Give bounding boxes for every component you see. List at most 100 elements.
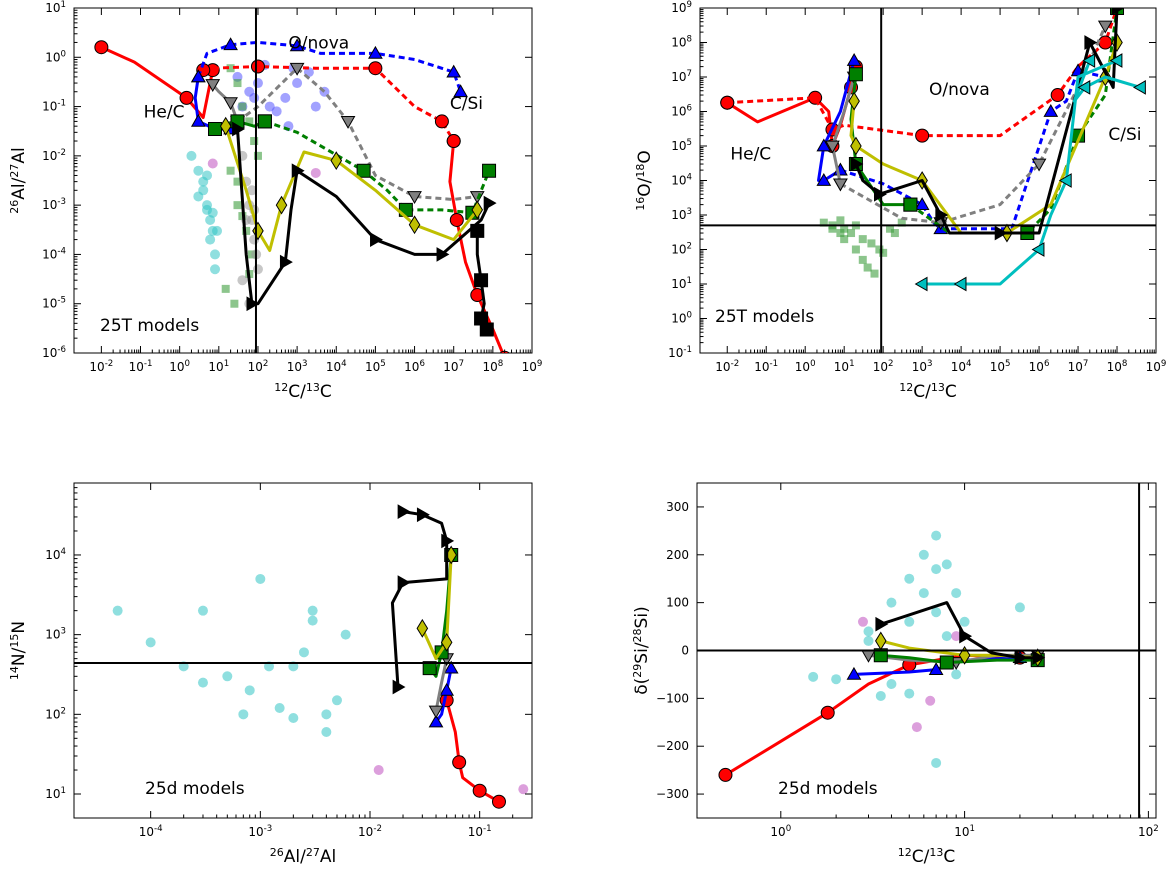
- model-marker: [875, 616, 889, 632]
- model-marker: [356, 163, 371, 178]
- model-marker: [850, 136, 862, 156]
- x-axis-label: 12C/13C: [898, 846, 955, 867]
- model-marker: [416, 618, 429, 638]
- grain-point: [307, 615, 318, 626]
- plot-frame: [699, 7, 1157, 354]
- grain-point: [186, 150, 197, 161]
- model-marker: [718, 767, 733, 782]
- model-marker: [850, 156, 864, 172]
- model-marker: [994, 225, 1008, 241]
- plot-area: [94, 37, 510, 353]
- grain-point: [226, 166, 235, 175]
- grain-point: [886, 679, 897, 689]
- model-marker: [190, 113, 206, 127]
- y-tick-label: 103: [45, 627, 66, 642]
- grain-point: [840, 235, 849, 244]
- y-tick-label: 102: [671, 242, 692, 257]
- x-tick-label: 102: [248, 359, 269, 374]
- x-tick-label: 107: [443, 359, 464, 374]
- y-tick-label: 10-1: [42, 99, 66, 114]
- x-tick-label: 102: [1138, 824, 1159, 839]
- x-tick-label: 101: [834, 359, 855, 374]
- y-tick-label: 10-5: [42, 296, 66, 311]
- grain-point: [280, 92, 291, 103]
- x-tick-label: 101: [208, 359, 229, 374]
- grain-point: [238, 709, 249, 720]
- model-line-red: [727, 8, 1119, 138]
- model-marker: [720, 95, 735, 110]
- model-marker: [257, 114, 272, 129]
- grain-point: [310, 101, 321, 112]
- grain-point: [857, 616, 868, 627]
- model-line-blue: [839, 69, 1106, 231]
- x-tick-label: 10-4: [139, 824, 163, 839]
- chart-panel-b: 10-2 10-1 100 101 102 103 104 105 106 107 108 109 10…: [634, 0, 1166, 402]
- model-marker: [914, 276, 928, 292]
- model-marker: [472, 783, 487, 798]
- model-marker: [370, 232, 383, 247]
- model-marker: [470, 223, 485, 238]
- model-marker: [279, 254, 293, 270]
- models-label: 25d models: [778, 779, 878, 799]
- grain-point: [298, 647, 309, 658]
- x-axis-label: 12C/13C: [274, 381, 331, 402]
- grain-point: [373, 765, 384, 776]
- model-marker: [1132, 80, 1146, 95]
- model-marker: [935, 207, 949, 223]
- model-marker: [1109, 53, 1123, 68]
- model-marker: [875, 631, 887, 651]
- x-tick-label: 103: [912, 359, 933, 374]
- y-tick-label: 105: [671, 138, 692, 153]
- y-tick-label: 107: [671, 69, 692, 84]
- model-line-grey: [434, 658, 449, 712]
- grain-point: [904, 573, 915, 584]
- model-marker: [1032, 650, 1046, 666]
- model-marker: [1031, 158, 1047, 172]
- grain-point: [863, 626, 874, 637]
- x-tick-label: 10-2: [358, 824, 382, 839]
- x-tick-label: 108: [1107, 359, 1128, 374]
- grain-point: [836, 216, 845, 225]
- y-tick-label: −300: [656, 787, 689, 801]
- model-marker: [340, 116, 356, 129]
- x-tick-label: 100: [795, 359, 816, 374]
- grain-point: [959, 616, 970, 627]
- grain-point: [197, 677, 208, 688]
- grain-point: [941, 559, 952, 570]
- grain-point: [202, 170, 213, 181]
- grain-point: [331, 695, 342, 706]
- grain-point: [233, 201, 242, 210]
- x-tick-label: 10-1: [468, 824, 492, 839]
- grain-point: [904, 616, 915, 627]
- grain-point: [221, 284, 230, 293]
- plot-area: [720, 8, 1146, 292]
- grain-point: [230, 299, 239, 308]
- grain-point: [886, 597, 897, 608]
- grain-point: [255, 573, 266, 584]
- model-marker: [479, 322, 494, 337]
- plot-area: [718, 530, 1046, 782]
- x-tick-label: 100: [770, 824, 791, 839]
- grain-point: [918, 549, 929, 560]
- grain-point: [847, 229, 856, 238]
- grain-point: [904, 688, 915, 699]
- grain-point: [831, 674, 842, 685]
- model-marker: [453, 84, 468, 98]
- model-marker: [289, 62, 305, 76]
- x-tick-label: 106: [404, 359, 425, 374]
- y-axis-label: 16O/18O: [634, 150, 655, 211]
- y-tick-label: 10-2: [42, 148, 66, 163]
- grain-point: [890, 229, 899, 238]
- x-tick-label: 107: [1068, 359, 1089, 374]
- grain-point: [112, 605, 123, 616]
- model-line-olive: [224, 125, 479, 252]
- model-marker: [179, 90, 194, 105]
- grain-point: [340, 629, 351, 640]
- y-tick-label: 10-4: [42, 246, 66, 261]
- model-marker: [428, 714, 444, 728]
- y-tick-label: 200: [666, 548, 689, 562]
- grain-point: [245, 117, 254, 126]
- grain-point: [246, 185, 257, 196]
- model-marker: [959, 628, 973, 644]
- grain-point: [931, 530, 942, 541]
